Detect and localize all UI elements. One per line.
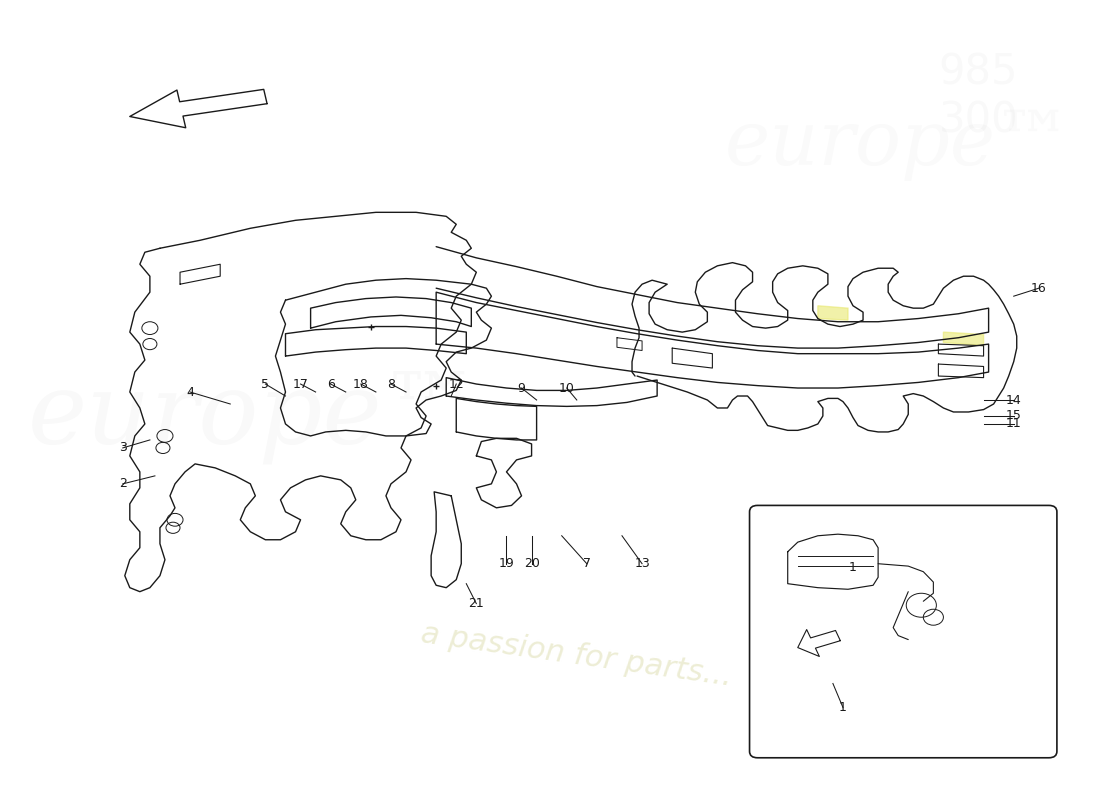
Polygon shape: [798, 630, 840, 657]
Text: 1: 1: [849, 562, 857, 574]
Text: 21: 21: [469, 597, 484, 610]
Text: 985
300: 985 300: [938, 51, 1019, 142]
Text: 16: 16: [1031, 282, 1047, 294]
Text: europe™: europe™: [725, 107, 1072, 182]
Text: 17: 17: [293, 378, 308, 390]
Text: 18: 18: [353, 378, 369, 390]
Text: 12: 12: [449, 378, 464, 390]
Text: 4: 4: [186, 386, 194, 398]
Text: 7: 7: [583, 558, 591, 570]
Text: 3: 3: [119, 442, 126, 454]
Text: 5: 5: [262, 378, 270, 390]
Text: 13: 13: [635, 558, 650, 570]
Polygon shape: [944, 332, 983, 346]
Text: 15: 15: [1005, 410, 1022, 422]
Text: 10: 10: [559, 382, 574, 394]
Text: 2: 2: [119, 478, 126, 490]
Text: 8: 8: [387, 378, 395, 390]
Text: europe™: europe™: [28, 368, 483, 464]
FancyBboxPatch shape: [749, 506, 1057, 758]
Text: 20: 20: [524, 558, 539, 570]
Text: a passion for parts...: a passion for parts...: [419, 619, 735, 692]
Text: 6: 6: [327, 378, 334, 390]
Text: 14: 14: [1005, 394, 1022, 406]
Polygon shape: [130, 90, 267, 128]
Text: 11: 11: [1005, 418, 1022, 430]
Polygon shape: [817, 306, 848, 320]
Text: 19: 19: [498, 558, 515, 570]
Text: 9: 9: [518, 382, 526, 394]
Text: 1: 1: [839, 701, 847, 714]
